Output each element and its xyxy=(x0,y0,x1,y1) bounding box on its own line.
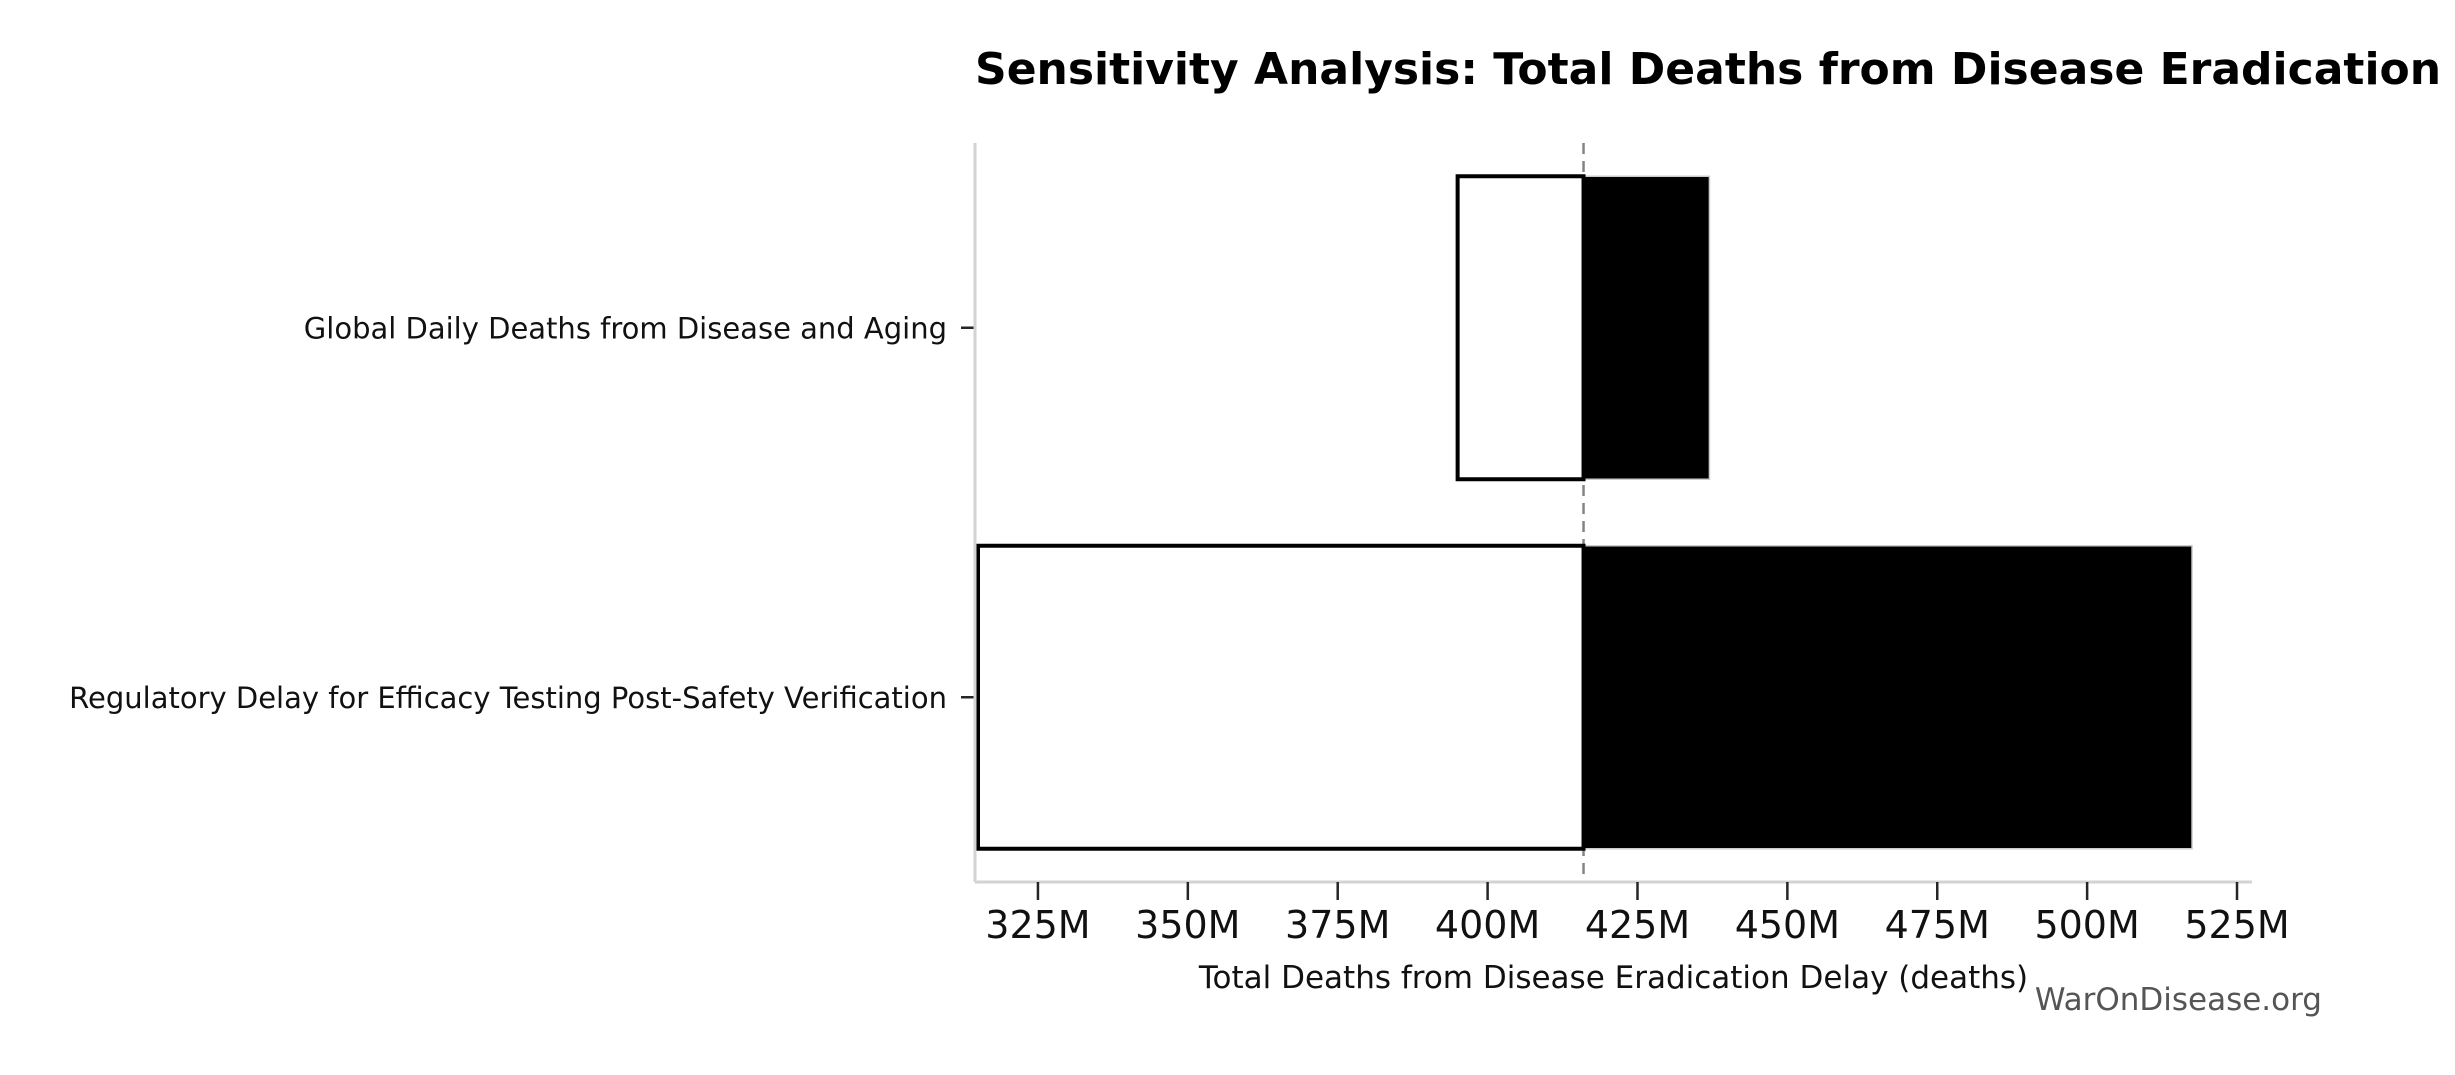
x-tick-label-7: 500M xyxy=(2034,903,2139,947)
x-tick-label-3: 400M xyxy=(1435,903,1540,947)
watermark-text: WarOnDisease.org xyxy=(2034,982,2322,1018)
bar-low-segment-0 xyxy=(1455,174,1586,482)
bar-high-segment-0 xyxy=(1582,175,1711,480)
x-axis-label: Total Deaths from Disease Eradication De… xyxy=(1198,960,2029,996)
bar-low-segment-1 xyxy=(975,543,1586,851)
bar-high-segment-1 xyxy=(1582,545,2193,850)
x-tick-label-8: 525M xyxy=(2184,903,2289,947)
x-tick-label-2: 375M xyxy=(1285,903,1390,947)
category-label-1: Regulatory Delay for Efficacy Testing Po… xyxy=(69,681,947,715)
x-tick-label-4: 425M xyxy=(1585,903,1690,947)
chart-title: Sensitivity Analysis: Total Deaths from … xyxy=(975,44,2455,95)
x-tick-label-0: 325M xyxy=(985,903,1090,947)
x-tick-label-6: 475M xyxy=(1885,903,1990,947)
category-label-0: Global Daily Deaths from Disease and Agi… xyxy=(304,311,947,345)
x-tick-label-1: 350M xyxy=(1135,903,1240,947)
x-tick-label-5: 450M xyxy=(1735,903,1840,947)
